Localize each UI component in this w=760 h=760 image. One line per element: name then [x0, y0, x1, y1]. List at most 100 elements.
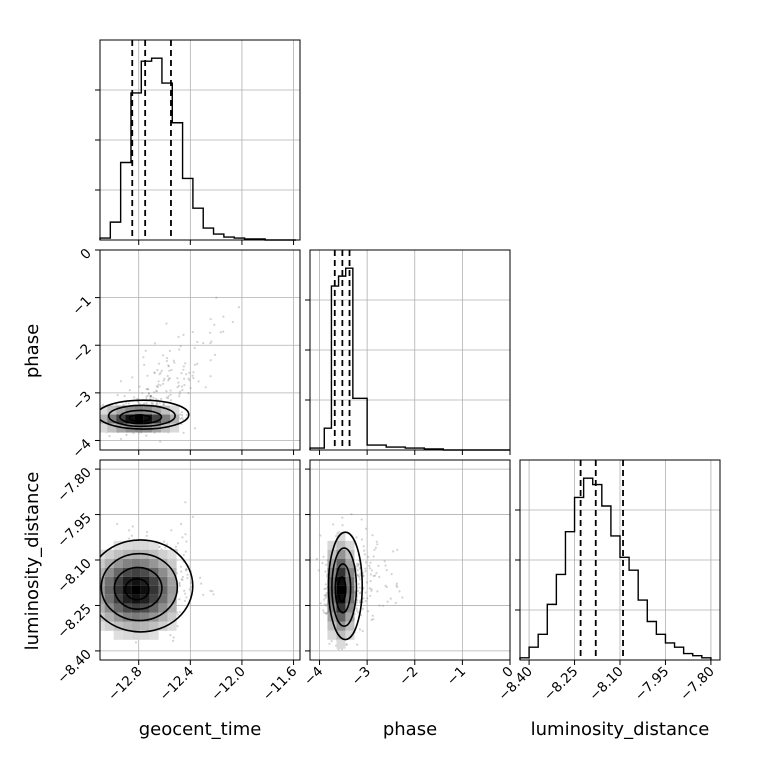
density-cell [104, 549, 114, 559]
sample-point [377, 564, 380, 568]
sample-point [98, 580, 100, 582]
density-cell [167, 558, 177, 568]
density-cell [140, 630, 150, 640]
y-label-phase: phase [22, 324, 43, 378]
y-tick-label: −3 [69, 388, 94, 413]
sample-point [185, 567, 188, 571]
sample-point [231, 320, 234, 324]
sample-point [325, 604, 328, 607]
sample-point [143, 402, 146, 405]
sample-point [366, 597, 369, 600]
density-cell [152, 414, 162, 424]
density-cell [140, 585, 150, 595]
sample-point [367, 555, 370, 559]
scatter-points [315, 513, 404, 651]
contour-line [124, 578, 150, 601]
density-cell [100, 414, 108, 424]
density-cell [149, 594, 159, 604]
sample-point [119, 437, 123, 441]
y-tick-label: −7.95 [54, 510, 95, 551]
sample-point [96, 568, 98, 570]
sample-point [213, 323, 216, 326]
sample-point [322, 609, 325, 612]
sample-point [183, 383, 186, 387]
sample-point [356, 565, 359, 568]
sample-point [188, 379, 191, 382]
sample-point [134, 641, 138, 644]
sample-point [390, 573, 393, 576]
sample-point [149, 394, 152, 398]
sample-point [180, 570, 183, 573]
sample-point [169, 634, 172, 637]
sample-point [179, 413, 182, 416]
sample-point [184, 362, 187, 365]
scatter-points [69, 501, 215, 644]
sample-point [94, 589, 96, 591]
sample-point [89, 557, 91, 559]
density-cell [327, 558, 337, 568]
density-cell [167, 549, 177, 559]
sample-point [169, 389, 172, 392]
density-cell [122, 558, 132, 568]
density-cell [149, 585, 159, 595]
density-cell [100, 621, 105, 631]
sample-point [189, 386, 192, 390]
density-cell [100, 423, 108, 433]
density-cell [158, 603, 168, 613]
density-cell [149, 549, 159, 559]
sample-point [369, 580, 372, 583]
density-cell [140, 558, 150, 568]
sample-point [176, 386, 179, 389]
sample-point [358, 586, 361, 589]
sample-point [323, 611, 326, 614]
sample-point [364, 567, 367, 570]
sample-point [119, 380, 122, 383]
sample-point [172, 639, 175, 643]
sample-point [321, 561, 324, 565]
sample-point [162, 403, 165, 406]
sample-point [69, 598, 71, 600]
density-cell [170, 423, 180, 433]
density-cell [122, 585, 132, 595]
sample-point [92, 411, 94, 413]
sample-point [324, 594, 327, 597]
sample-point [194, 363, 197, 366]
density-cell [158, 576, 168, 586]
scatter-panel-phase-vs-luminosity-distance: −4 −3 −2 −1 0 [301, 459, 517, 689]
density-cell [122, 540, 132, 550]
density-cell [345, 603, 355, 613]
density-cell [345, 630, 355, 640]
sample-point [88, 421, 90, 423]
sample-point [357, 569, 360, 572]
density-cell [104, 585, 114, 595]
density-cell [158, 594, 168, 604]
density-cell [131, 540, 141, 550]
sample-point [371, 534, 374, 537]
x-tick-label: −1 [444, 664, 469, 689]
sample-point [356, 573, 359, 577]
y-label-luminosity-distance: luminosity_distance [22, 472, 43, 651]
sample-point [92, 585, 94, 587]
density-cell [336, 549, 346, 559]
sample-point [395, 582, 398, 585]
density-cell [167, 567, 177, 577]
sample-point [341, 524, 344, 527]
sample-point [372, 555, 375, 558]
sample-point [185, 413, 188, 416]
sample-point [371, 614, 374, 617]
sample-point [149, 395, 153, 398]
sample-point [192, 371, 195, 374]
sample-point [358, 592, 361, 595]
sample-point [182, 368, 185, 371]
sample-point [370, 589, 373, 592]
x-tick-label: −2 [396, 664, 421, 689]
sample-point [386, 600, 389, 603]
sample-point [368, 564, 371, 568]
sample-point [180, 411, 184, 414]
sample-point [87, 419, 89, 421]
panel-frame [99, 39, 301, 241]
sample-point [372, 574, 375, 578]
density-cell [131, 558, 141, 568]
hist-panel-geocent-time [95, 39, 301, 245]
